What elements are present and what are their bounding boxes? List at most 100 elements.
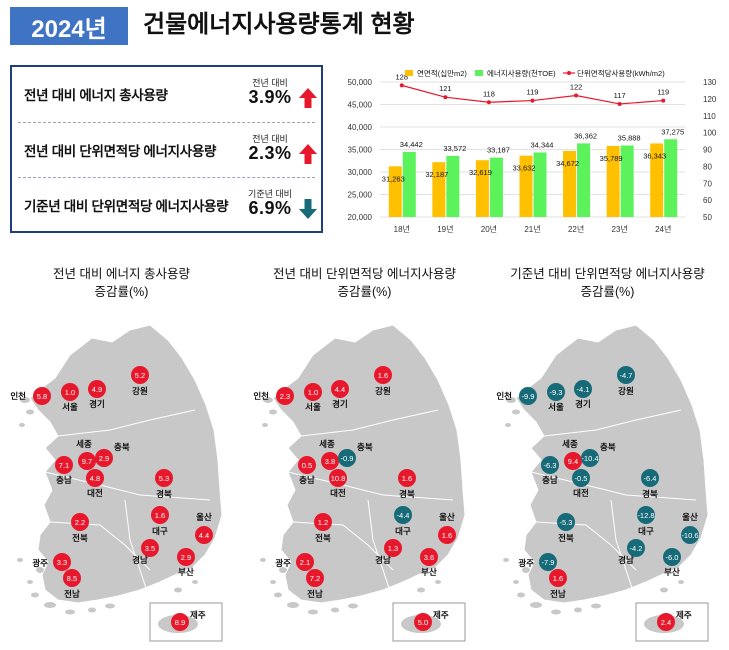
- region-label: 울산: [439, 512, 455, 522]
- line-point-label: 119: [527, 88, 539, 97]
- y-right-tick-label: 110: [703, 112, 716, 121]
- y-left-tick-label: 40,000: [348, 123, 373, 132]
- summary-value: 2.3%: [248, 143, 292, 163]
- region-label: 광주: [32, 558, 48, 568]
- region-value: 5.8: [37, 392, 47, 401]
- island: [65, 609, 75, 615]
- island: [20, 397, 30, 403]
- region-value: 0.5: [302, 461, 312, 470]
- legend-label: 단위면적당사용량(kWh/m2): [577, 68, 665, 78]
- bar-energy-label: 33,572: [443, 144, 466, 153]
- region-value: 1.6: [553, 574, 563, 583]
- island: [435, 580, 441, 584]
- island: [417, 587, 425, 593]
- legend-label: 에너지사용량(천TOE): [487, 68, 556, 78]
- line-point-label: 121: [439, 84, 452, 93]
- region-marker-충북: [338, 449, 356, 467]
- region-marker-경남: [384, 539, 402, 557]
- bar-area: [563, 150, 577, 217]
- region-value: 10.8: [331, 474, 346, 483]
- map-title-base: 기준년 대비 단위면적당 에너지사용량 증감률(%): [486, 265, 729, 301]
- province-boundary: [367, 499, 394, 601]
- island: [517, 592, 525, 598]
- energy-chart: 20,000 25,000 30,000 35,000 40,000 45,000 50,0…: [348, 68, 717, 234]
- region-value: 3.8: [325, 457, 335, 466]
- x-tick-label: 23년: [612, 224, 628, 234]
- island: [31, 592, 39, 598]
- region-marker-전북: [71, 513, 89, 531]
- region-value: 1.6: [442, 531, 452, 540]
- island: [522, 567, 530, 573]
- map-title-line: 증감률(%): [94, 285, 149, 299]
- island: [44, 602, 56, 608]
- region-label: 전남: [550, 589, 566, 599]
- region-label: 울산: [682, 512, 698, 522]
- map-title-line: 전년 대비 단위면적당 에너지사용량: [273, 267, 456, 281]
- region-marker-세종: [78, 452, 96, 470]
- region-label: 강원: [618, 386, 634, 396]
- region-marker-광주: [53, 553, 71, 571]
- province-boundary: [530, 471, 697, 501]
- region-marker-경기: [88, 380, 106, 398]
- region-label: 경남: [132, 555, 148, 565]
- island: [331, 607, 339, 613]
- region-marker-전북: [557, 513, 575, 531]
- region-marker-인천: [276, 387, 294, 405]
- region-value: 1.0: [308, 388, 318, 397]
- bar-area: [475, 160, 489, 217]
- x-tick-label: 20년: [481, 224, 497, 234]
- region-marker-전남: [63, 569, 81, 587]
- region-value: 7.1: [59, 461, 69, 470]
- region-marker-세종: [321, 452, 339, 470]
- y-left-tick-label: 20,000: [348, 213, 373, 222]
- line-point-label: 122: [570, 83, 583, 92]
- province-boundary: [124, 499, 151, 601]
- region-value: 1.2: [318, 518, 328, 527]
- island: [270, 580, 276, 584]
- region-marker-경북: [641, 469, 659, 487]
- region-marker-강원: [131, 366, 149, 384]
- summary-row-total: 전년 대비 에너지 총사용량 전년 대비 3.9%: [18, 67, 317, 121]
- bar-energy: [446, 155, 460, 217]
- region-label: 강원: [132, 386, 148, 396]
- region-value: -4.4: [397, 511, 410, 520]
- island: [192, 580, 198, 584]
- province-boundary: [44, 471, 211, 501]
- region-marker-광주: [296, 553, 314, 571]
- y-right-tick-label: 50: [703, 213, 712, 222]
- region-label: 세종: [319, 439, 335, 449]
- region-label: 부산: [421, 567, 437, 577]
- legend-swatch: [405, 70, 413, 76]
- map-title-line: 전년 대비 에너지 총사용량: [53, 267, 190, 281]
- island: [279, 567, 287, 573]
- island: [262, 423, 268, 427]
- line-point-label: 128: [396, 72, 409, 81]
- summary-sub: 전년 대비: [252, 78, 288, 88]
- region-value: -0.5: [575, 474, 588, 483]
- x-tick-label: 22년: [568, 224, 584, 234]
- y-left-tick-label: 25,000: [348, 191, 373, 200]
- province-boundary: [300, 409, 439, 437]
- y-right-tick-label: 120: [703, 95, 717, 104]
- region-label: 대전: [87, 488, 103, 498]
- island: [260, 558, 266, 562]
- bar-area-label: 31,263: [382, 174, 405, 183]
- summary-label: 전년 대비 에너지 총사용량: [24, 88, 168, 103]
- bar-area-label: 32,619: [469, 168, 492, 177]
- island: [27, 580, 33, 584]
- region-value: -6.0: [666, 553, 679, 562]
- island: [26, 409, 34, 415]
- region-value: 4.9: [92, 385, 102, 394]
- region-label: 전북: [558, 533, 574, 543]
- bar-area: [606, 145, 620, 217]
- region-value: 2.9: [181, 553, 191, 562]
- line-point-label: 119: [657, 88, 669, 97]
- island: [174, 587, 182, 593]
- page-title: 건물에너지사용량통계 현황: [143, 11, 415, 38]
- region-value: 1.6: [155, 511, 165, 520]
- region-value: 1.3: [388, 544, 398, 553]
- region-label: 제주: [676, 610, 692, 620]
- island: [348, 603, 358, 609]
- bar-energy-label: 36,362: [574, 131, 597, 140]
- region-value: 1.0: [65, 388, 75, 397]
